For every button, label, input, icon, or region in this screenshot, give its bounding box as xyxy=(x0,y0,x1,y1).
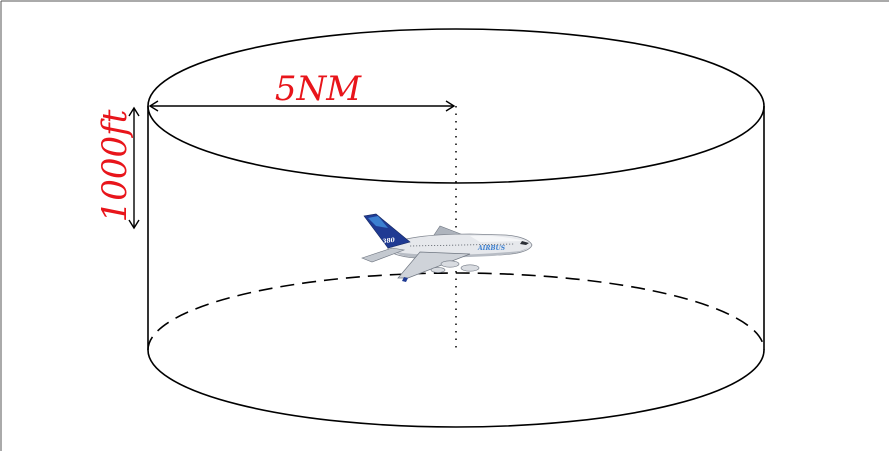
height-arrow xyxy=(128,106,140,230)
aircraft-icon: AIRBUS A380 xyxy=(361,213,533,282)
cylinder-bottom-back-dashed xyxy=(147,272,765,351)
height-label: 1000ft xyxy=(95,109,135,222)
aircraft-livery-text: AIRBUS xyxy=(477,245,506,252)
radius-label: 5NM xyxy=(275,69,362,109)
cylinder-bottom-front xyxy=(147,349,765,428)
radius-arrow xyxy=(148,100,456,112)
aircraft-tail-text: A380 xyxy=(376,237,396,247)
